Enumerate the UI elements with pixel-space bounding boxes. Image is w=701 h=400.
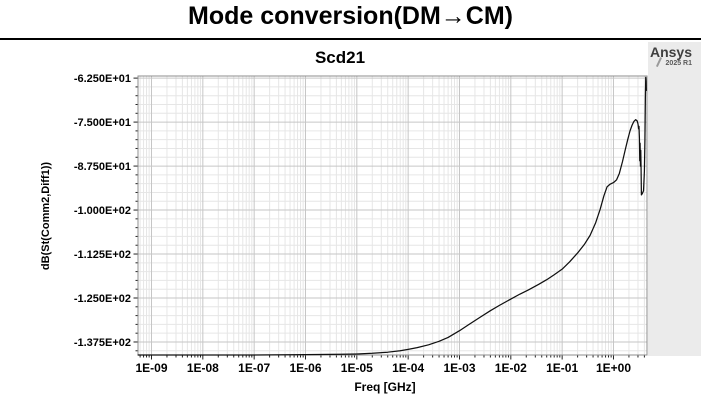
ansys-logo: Ansys 2025 R1	[650, 45, 692, 67]
x-tick-label: 1E+00	[596, 361, 631, 375]
x-tick-label: 1E-07	[238, 361, 270, 375]
ansys-version-text: 2025 R1	[650, 57, 692, 67]
x-tick-label: 1E-04	[392, 361, 424, 375]
x-tick-label: 1E-06	[289, 361, 321, 375]
x-tick-label: 1E-02	[495, 361, 527, 375]
y-tick-label: -1.000E+02	[74, 205, 131, 217]
ansys-logo-text: Ansys	[649, 44, 692, 60]
chart-margin-strip	[648, 42, 701, 356]
plot-border	[137, 75, 648, 356]
x-tick-label: 1E-01	[546, 361, 578, 375]
x-tick-label: 1E-08	[187, 361, 219, 375]
curve-scd21	[137, 76, 647, 356]
y-tick-label: -7.500E+01	[74, 117, 131, 129]
y-tick-label: -1.125E+02	[74, 249, 131, 261]
y-tick-label: -1.375E+02	[74, 337, 131, 349]
x-axis-title: Freq [GHz]	[354, 380, 416, 394]
chart-title: Scd21	[314, 48, 366, 67]
x-tick-label: 1E-09	[135, 361, 167, 375]
x-tick-label: 1E-03	[443, 361, 475, 375]
y-tick-label: -8.750E+01	[74, 161, 131, 173]
title-divider	[0, 38, 701, 40]
page-title: Mode conversion(DM→CM)	[188, 2, 513, 30]
y-tick-label: -6.250E+01	[74, 73, 131, 85]
x-tick-label: 1E-05	[341, 361, 373, 375]
y-tick-label: -1.250E+02	[74, 293, 131, 305]
